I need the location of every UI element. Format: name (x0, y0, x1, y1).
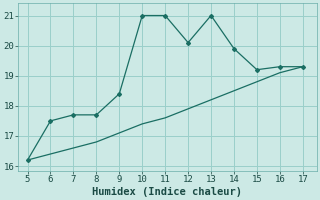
X-axis label: Humidex (Indice chaleur): Humidex (Indice chaleur) (92, 186, 243, 197)
